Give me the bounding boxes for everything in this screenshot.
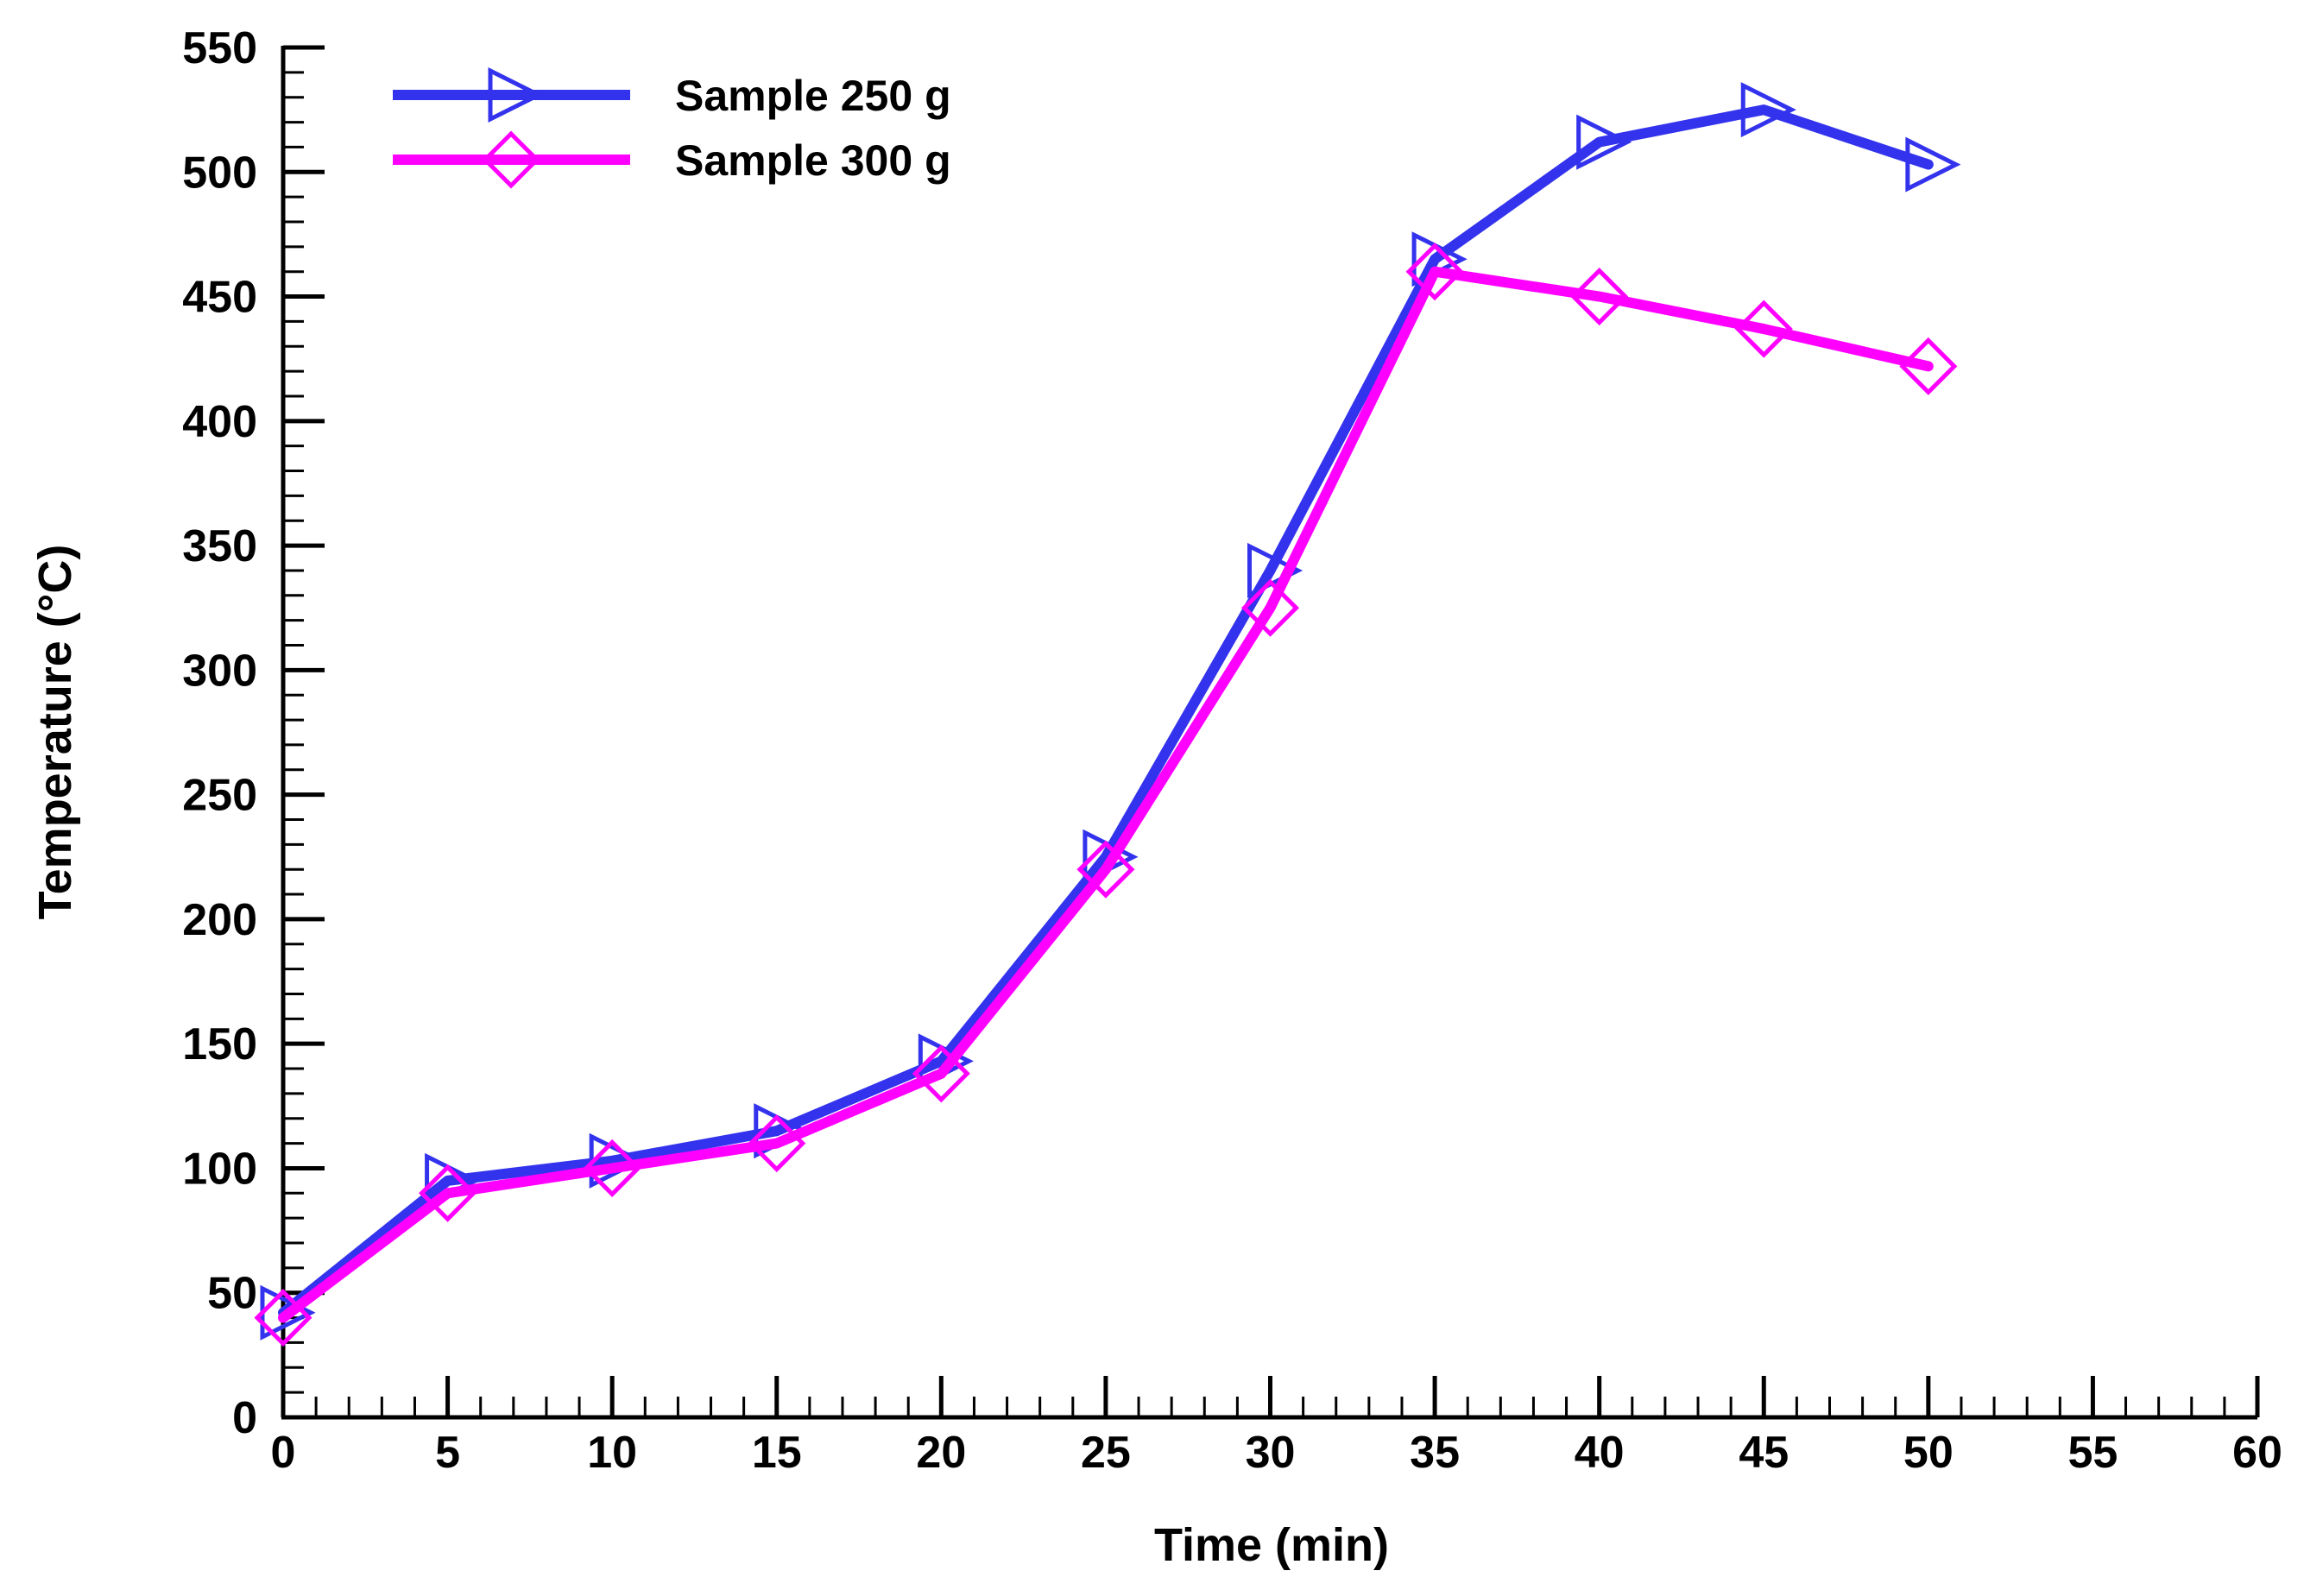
y-tick-label: 50 — [207, 1269, 257, 1319]
y-tick-label: 100 — [182, 1144, 257, 1194]
series-2 — [254, 243, 1958, 1347]
data-point-marker — [912, 1044, 970, 1103]
y-tick-label: 0 — [232, 1393, 257, 1443]
data-point-marker — [583, 1139, 641, 1197]
x-tick-label: 35 — [1410, 1428, 1460, 1478]
y-tick-label: 250 — [182, 771, 257, 821]
x-tick-label: 40 — [1575, 1428, 1625, 1478]
legend-entry-1: Sample 250 g — [393, 66, 951, 123]
x-tick-label: 50 — [1903, 1428, 1954, 1478]
x-tick-label: 25 — [1081, 1428, 1131, 1478]
legend: Sample 250 g Sample 300 g — [393, 66, 951, 189]
data-point-marker — [1734, 300, 1793, 358]
y-tick-label: 500 — [182, 148, 257, 198]
y-tick-label: 350 — [182, 521, 257, 571]
data-point-marker — [1405, 243, 1464, 301]
legend-label: Sample 300 g — [675, 136, 951, 185]
y-axis-title: Temperature (°C) — [29, 545, 81, 920]
series-group — [254, 82, 1961, 1347]
y-tick-label: 550 — [182, 23, 257, 73]
series-1 — [260, 82, 1961, 1341]
y-tick-label: 450 — [182, 273, 257, 323]
data-point-marker — [1740, 82, 1796, 138]
data-point-marker — [1905, 136, 1961, 192]
x-tick-label: 30 — [1246, 1428, 1296, 1478]
x-tick-label: 60 — [2232, 1428, 2282, 1478]
series-line — [278, 104, 1934, 1318]
x-axis-title: Time (min) — [1154, 1519, 1389, 1571]
data-point-marker — [1899, 337, 1958, 395]
ticks: 0 5 10 15 20 25 30 35 40 45 50 55 60 0 50 100 150 200 250 3… — [182, 23, 2282, 1478]
x-tick-label: 10 — [587, 1428, 637, 1478]
y-tick-label: 400 — [182, 397, 257, 447]
data-point-marker — [1240, 578, 1300, 637]
x-tick-label: 20 — [916, 1428, 966, 1478]
legend-label: Sample 250 g — [675, 72, 951, 120]
legend-marker — [488, 66, 544, 123]
data-point-marker — [254, 1289, 312, 1347]
y-tick-label: 300 — [182, 646, 257, 696]
series-line — [278, 266, 1934, 1323]
x-tick-label: 55 — [2067, 1428, 2118, 1478]
y-tick-label: 200 — [182, 895, 257, 945]
data-point-marker — [1076, 840, 1135, 899]
x-tick-label: 45 — [1739, 1428, 1789, 1478]
legend-marker — [482, 130, 540, 189]
data-point-marker — [1570, 268, 1629, 326]
data-point-marker — [748, 1114, 806, 1173]
x-tick-label: 5 — [435, 1428, 460, 1478]
legend-entry-2: Sample 300 g — [393, 130, 951, 189]
data-point-marker — [1576, 114, 1632, 170]
x-tick-label: 0 — [271, 1428, 296, 1478]
x-tick-label: 15 — [752, 1428, 802, 1478]
axes — [281, 46, 2257, 1420]
y-tick-label: 150 — [182, 1019, 257, 1069]
data-point-marker — [419, 1164, 477, 1222]
